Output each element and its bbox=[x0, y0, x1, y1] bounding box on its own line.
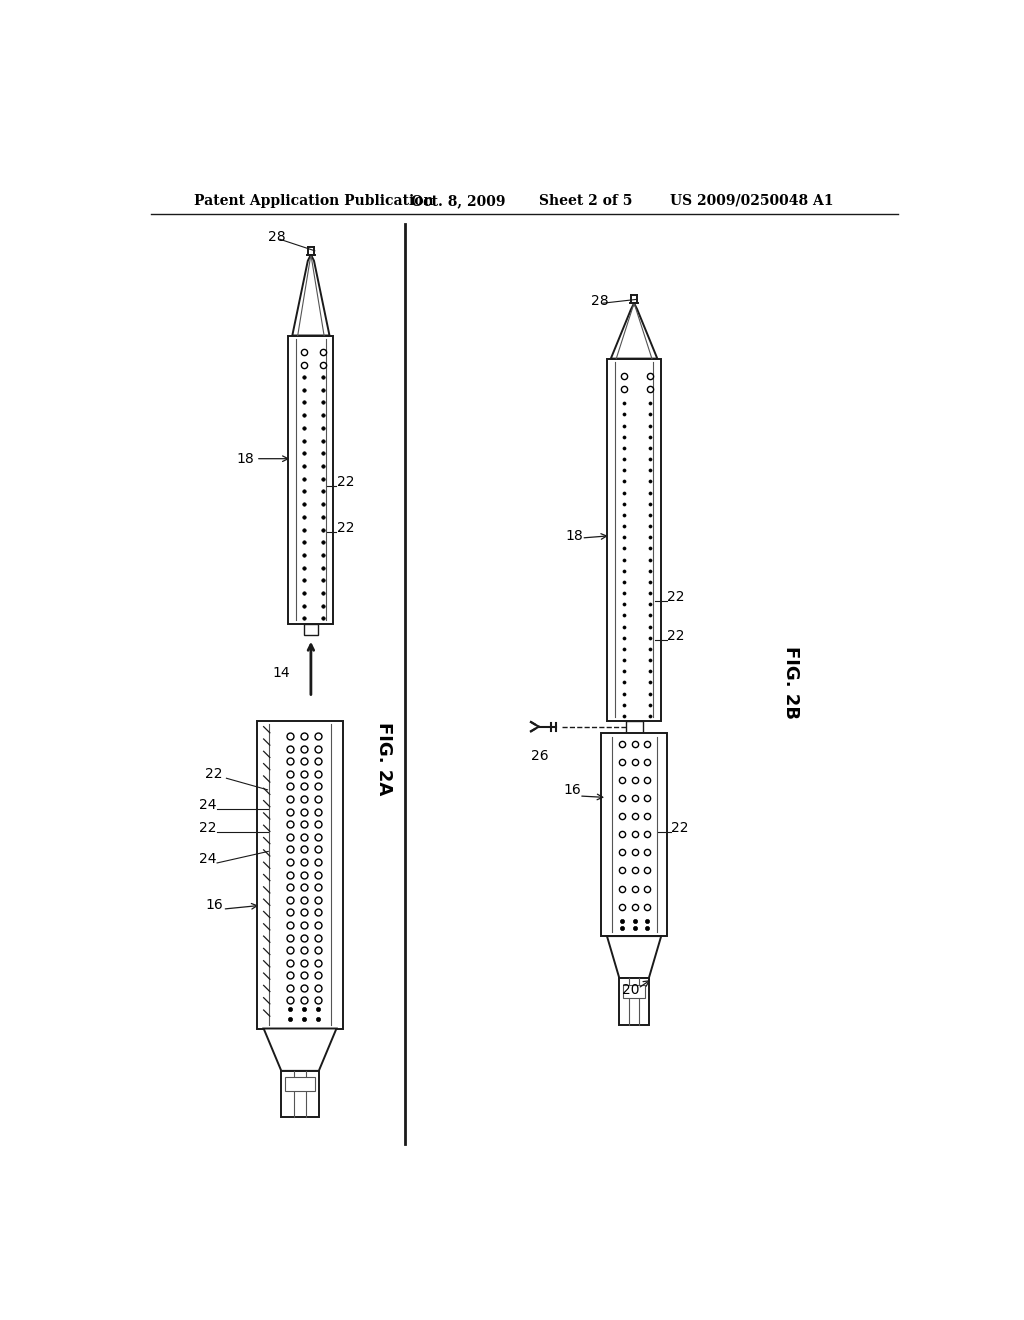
Bar bbox=[607, 359, 662, 721]
Bar bbox=[626, 721, 643, 733]
Bar bbox=[624, 985, 645, 998]
Bar bbox=[289, 335, 334, 624]
Bar bbox=[620, 978, 649, 1024]
Text: 16: 16 bbox=[206, 899, 223, 912]
Text: FIG. 2B: FIG. 2B bbox=[781, 645, 800, 718]
Text: Sheet 2 of 5: Sheet 2 of 5 bbox=[539, 194, 632, 207]
Bar bbox=[601, 733, 668, 936]
Text: 18: 18 bbox=[237, 451, 254, 466]
Polygon shape bbox=[611, 304, 657, 359]
Text: 14: 14 bbox=[272, 665, 290, 680]
Text: 24: 24 bbox=[200, 853, 217, 866]
Bar bbox=[285, 1077, 315, 1090]
Bar bbox=[282, 1071, 318, 1117]
Text: 28: 28 bbox=[268, 230, 286, 244]
Polygon shape bbox=[292, 255, 330, 335]
Polygon shape bbox=[607, 936, 662, 978]
Text: 20: 20 bbox=[623, 983, 640, 997]
Text: FIG. 2A: FIG. 2A bbox=[375, 722, 393, 796]
Text: 22: 22 bbox=[672, 821, 689, 836]
Text: 22: 22 bbox=[668, 590, 685, 605]
Text: 22: 22 bbox=[200, 821, 217, 836]
Text: 22: 22 bbox=[206, 767, 223, 781]
Text: Oct. 8, 2009: Oct. 8, 2009 bbox=[411, 194, 506, 207]
Text: US 2009/0250048 A1: US 2009/0250048 A1 bbox=[671, 194, 834, 207]
Text: 18: 18 bbox=[566, 529, 584, 543]
Text: Patent Application Publication: Patent Application Publication bbox=[194, 194, 433, 207]
Text: 28: 28 bbox=[592, 294, 609, 308]
Bar bbox=[304, 624, 317, 635]
Text: 24: 24 bbox=[200, 799, 217, 812]
Text: 22: 22 bbox=[337, 521, 354, 535]
Bar bbox=[257, 721, 343, 1028]
Polygon shape bbox=[263, 1028, 337, 1071]
Text: 22: 22 bbox=[668, 628, 685, 643]
Text: 16: 16 bbox=[563, 783, 582, 797]
Text: 26: 26 bbox=[531, 748, 549, 763]
Text: 22: 22 bbox=[337, 475, 354, 488]
